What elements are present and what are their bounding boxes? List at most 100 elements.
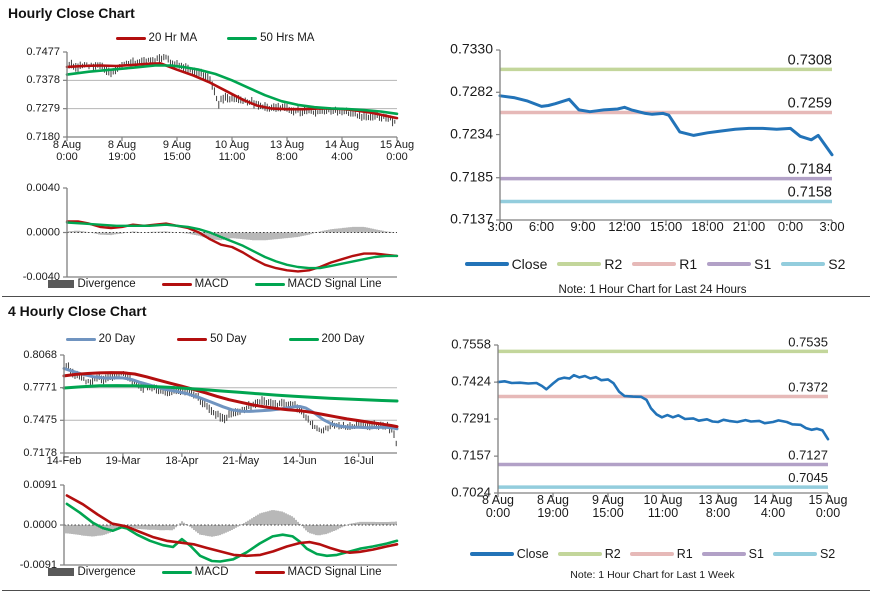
legend-item-20-day: 20 Day xyxy=(65,333,135,345)
pivot-label-r2: 0.7308 xyxy=(788,52,832,68)
x-tick-label: 4:00 xyxy=(761,506,785,520)
legend-label: 50 Day xyxy=(210,333,247,345)
x-tick-label: 16-Jul xyxy=(344,455,374,467)
legend-swatch-box xyxy=(48,280,75,288)
pivot-label-s1: 0.7184 xyxy=(788,162,832,178)
legend-label: R2 xyxy=(604,256,623,272)
legend-swatch-line xyxy=(464,262,509,266)
y-tick-label: -0.0091 xyxy=(20,559,57,571)
y-tick-label: 0.7234 xyxy=(450,125,493,141)
x-tick-label: 13 Aug xyxy=(699,493,738,507)
section-divider xyxy=(2,296,870,297)
legend-item-s2: S2 xyxy=(772,547,835,561)
x-tick-label: 14 Aug xyxy=(325,139,359,151)
legend-label: 20 Hr MA xyxy=(148,32,198,44)
series-divergence xyxy=(63,510,397,537)
series-signal xyxy=(65,494,399,558)
legend-item-20-hr-ma: 20 Hr MA xyxy=(115,32,198,44)
x-tick-label: 8 Aug xyxy=(53,139,81,151)
legend-label: R2 xyxy=(604,547,621,561)
x-tick-label: 19:00 xyxy=(537,506,568,520)
legend-swatch-line xyxy=(632,262,677,266)
y-tick-label: 0.7477 xyxy=(26,46,60,58)
x-tick-label: 4:00 xyxy=(331,151,352,163)
x-tick-label: 14 Aug xyxy=(754,493,793,507)
legend-label: 50 Hrs MA xyxy=(260,32,315,44)
y-tick-label: 0.7424 xyxy=(451,374,491,389)
legend-item-divergence: Divergence xyxy=(48,278,136,290)
y-tick-label: 0.0040 xyxy=(26,182,60,194)
section-title-four-hourly: 4 Hourly Close Chart xyxy=(8,303,147,319)
x-tick-label: 15:00 xyxy=(163,151,191,163)
legend-swatch-line xyxy=(161,570,192,574)
x-tick-label: 19:00 xyxy=(108,151,136,163)
x-tick-label: 0:00 xyxy=(486,506,510,520)
x-tick-label: 8:00 xyxy=(706,506,730,520)
legend-item-close: Close xyxy=(469,547,549,561)
legend-item-s1: S1 xyxy=(707,256,771,272)
x-tick-label: 10 Aug xyxy=(644,493,683,507)
legend-hourly-close: 20 Hr MA 50 Hrs MA xyxy=(30,32,400,44)
x-tick-label: 13 Aug xyxy=(270,139,304,151)
y-tick-label: 0.7330 xyxy=(450,41,493,57)
legend-label: Close xyxy=(516,547,549,561)
bottom-divider xyxy=(2,590,870,591)
legend-item-200-day: 200 Day xyxy=(288,333,364,345)
legend-swatch-line xyxy=(557,262,602,266)
x-tick-label: 15 Aug xyxy=(380,139,414,151)
x-tick-label: 6:00 xyxy=(529,219,554,234)
legend-item-macd: MACD xyxy=(161,278,229,290)
note-hourly-pivot: Note: 1 Hour Chart for Last 24 Hours xyxy=(558,284,747,296)
x-tick-label: 9 Aug xyxy=(592,493,624,507)
legend-swatch-box xyxy=(48,568,75,576)
x-tick-label: 12:00 xyxy=(608,219,641,234)
legend-weekly-pivot: Close R2 R1 S1 S2 xyxy=(440,547,865,561)
legend-four-hourly-close: 20 Day 50 Day 200 Day xyxy=(30,333,400,345)
x-tick-label: 14-Feb xyxy=(47,455,82,467)
x-tick-label: 11:00 xyxy=(219,151,246,163)
y-tick-label: 0.8068 xyxy=(23,349,57,361)
x-tick-label: 0:00 xyxy=(56,151,77,163)
legend-label: Divergence xyxy=(77,278,136,290)
x-tick-label: 8 Aug xyxy=(537,493,569,507)
series-close_price xyxy=(63,362,397,447)
y-tick-label: 0.0000 xyxy=(26,226,60,238)
y-tick-label: 0.0091 xyxy=(23,479,57,491)
x-tick-label: 14-Jun xyxy=(283,455,317,467)
legend-hourly-macd: Divergence MACD MACD Signal Line xyxy=(30,278,400,290)
legend-item-r2: R2 xyxy=(557,256,622,272)
y-tick-label: 0.7137 xyxy=(450,211,493,227)
legend-four-hourly-macd: Divergence MACD MACD Signal Line xyxy=(30,566,400,578)
legend-label: MACD Signal Line xyxy=(287,278,382,290)
legend-item-macd: MACD xyxy=(161,566,229,578)
legend-swatch-line xyxy=(557,552,602,556)
legend-label: MACD xyxy=(194,566,229,578)
legend-label: Divergence xyxy=(77,566,136,578)
legend-label: S2 xyxy=(828,256,846,272)
series-close xyxy=(498,94,834,157)
x-tick-label: 15 Aug xyxy=(809,493,848,507)
legend-item-macd-signal-line: MACD Signal Line xyxy=(254,278,382,290)
series-ma_50hr xyxy=(65,64,399,116)
legend-item-s1: S1 xyxy=(701,547,764,561)
x-tick-label: 0:00 xyxy=(386,151,407,163)
section-title-hourly: Hourly Close Chart xyxy=(8,5,135,21)
y-tick-label: 0.7157 xyxy=(451,448,491,463)
pivot-label-s1: 0.7127 xyxy=(788,447,828,462)
four-hourly-macd-chart: 0.0091 0.0000 -0.0091 xyxy=(20,479,399,571)
x-tick-label: 0:00 xyxy=(778,219,803,234)
x-tick-label: 15:00 xyxy=(650,219,683,234)
x-tick-label: 21-May xyxy=(222,455,259,467)
pivot-label-s2: 0.7045 xyxy=(788,470,828,485)
legend-swatch-line xyxy=(227,36,258,40)
x-tick-label: 3:00 xyxy=(487,219,512,234)
x-tick-label: 18-Apr xyxy=(165,455,198,467)
x-tick-label: 8 Aug xyxy=(108,139,136,151)
x-tick-label: 11:00 xyxy=(648,506,678,520)
legend-swatch-line xyxy=(115,36,146,40)
series-ma_200day xyxy=(62,384,399,403)
legend-label: Close xyxy=(511,256,548,272)
